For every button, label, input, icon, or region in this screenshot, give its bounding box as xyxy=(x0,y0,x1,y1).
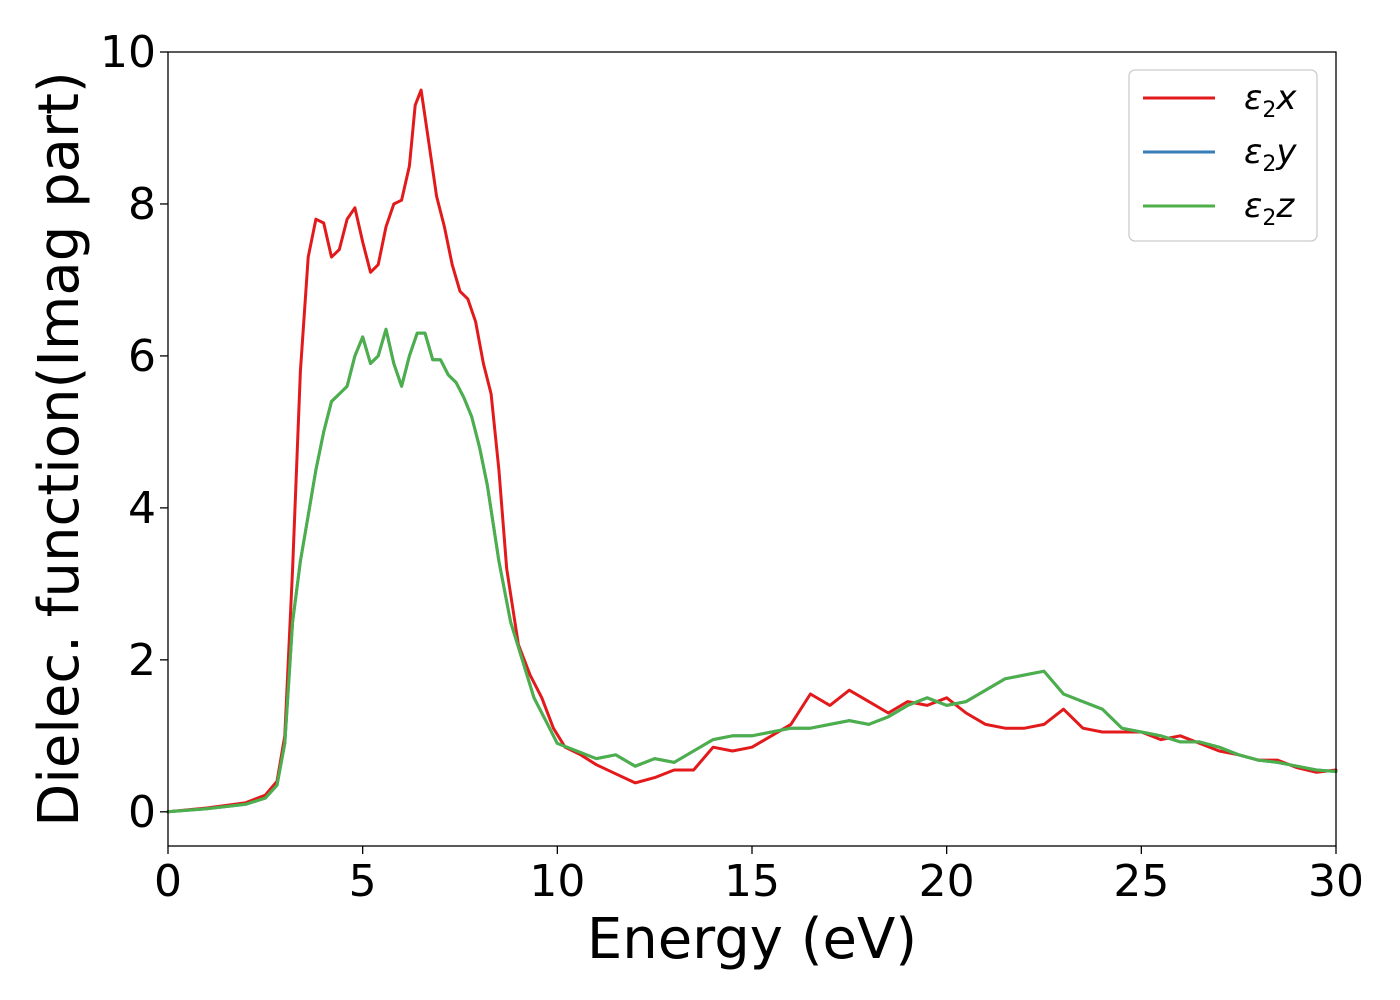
x-axis-ticks: 0 5 10 15 20 25 30 xyxy=(154,846,1364,907)
legend-box xyxy=(1128,69,1318,242)
x-tick-label: 15 xyxy=(724,856,780,907)
plot-lines xyxy=(166,88,1338,814)
x-tick-label: 20 xyxy=(919,856,975,907)
x-tick-label: 0 xyxy=(154,856,182,907)
legend-label-x: ε2x xyxy=(1244,78,1297,123)
legend: ε2x ε2y ε2z xyxy=(1128,69,1318,242)
series-line-z xyxy=(166,327,1338,814)
x-tick-label: 30 xyxy=(1308,856,1364,907)
y-axis-ticks: 0 2 4 6 8 10 xyxy=(100,27,168,838)
y-axis-title: Dielec. function(Imag part) xyxy=(27,71,92,827)
y-tick-label: 10 xyxy=(100,27,156,78)
y-tick-label: 6 xyxy=(128,331,156,382)
x-tick-label: 5 xyxy=(349,856,377,907)
legend-label-z: ε2z xyxy=(1244,186,1295,231)
x-tick-label: 10 xyxy=(529,856,585,907)
legend-label-y: ε2y xyxy=(1244,132,1297,177)
y-tick-label: 2 xyxy=(128,635,156,686)
y-tick-label: 0 xyxy=(128,787,156,838)
y-tick-label: 4 xyxy=(128,483,156,534)
y-tick-label: 8 xyxy=(128,179,156,230)
x-axis-title: Energy (eV) xyxy=(587,907,917,972)
x-tick-label: 25 xyxy=(1113,856,1169,907)
